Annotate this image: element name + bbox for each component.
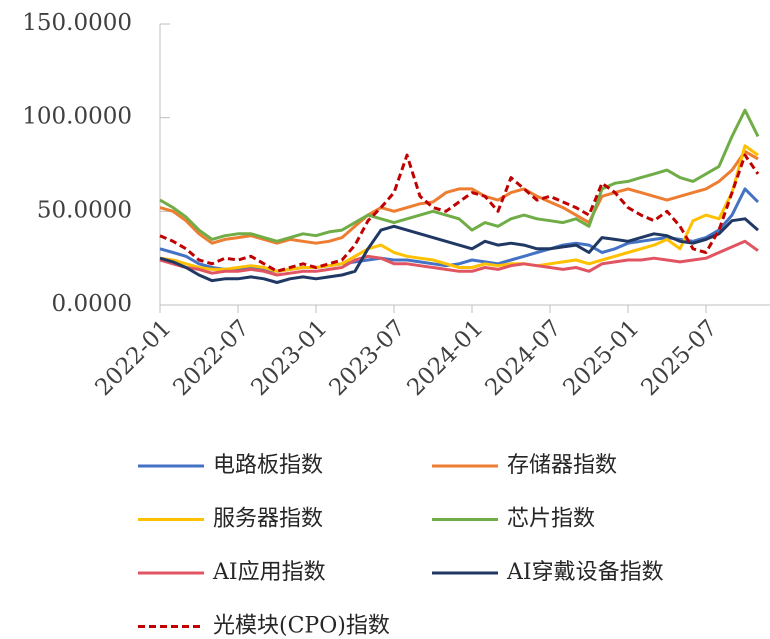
series-line xyxy=(159,217,759,284)
legend-label: 服务器指数 xyxy=(213,507,323,532)
legend-label: 电路板指数 xyxy=(213,453,323,478)
x-tick-label: 2024-01 xyxy=(403,315,489,401)
series-line xyxy=(159,144,759,273)
y-tick-label: 50.0000 xyxy=(37,197,132,223)
series-line xyxy=(159,108,760,243)
legend-label: 光模块(CPO)指数 xyxy=(213,614,390,639)
y-tick-label: 150.0000 xyxy=(22,10,132,36)
series-line xyxy=(159,149,759,245)
legend-label: 存储器指数 xyxy=(507,453,617,478)
x-tick-label: 2022-01 xyxy=(91,315,177,401)
x-tick-label: 2025-01 xyxy=(559,315,645,401)
x-tick-label: 2023-01 xyxy=(247,315,333,401)
series-line xyxy=(159,187,760,273)
series-line xyxy=(159,239,759,277)
legend-label: 芯片指数 xyxy=(507,507,595,532)
x-tick-label: 2024-07 xyxy=(481,315,567,401)
legend-label: AI穿戴设备指数 xyxy=(506,560,664,585)
legend-label: AI应用指数 xyxy=(212,560,326,585)
x-tick-label: 2023-07 xyxy=(325,315,411,401)
y-tick-label: 0.0000 xyxy=(52,291,132,317)
series-line xyxy=(159,153,760,273)
y-tick-label: 100.0000 xyxy=(22,104,132,130)
x-tick-label: 2025-07 xyxy=(637,315,723,401)
x-tick-label: 2022-07 xyxy=(169,315,255,401)
